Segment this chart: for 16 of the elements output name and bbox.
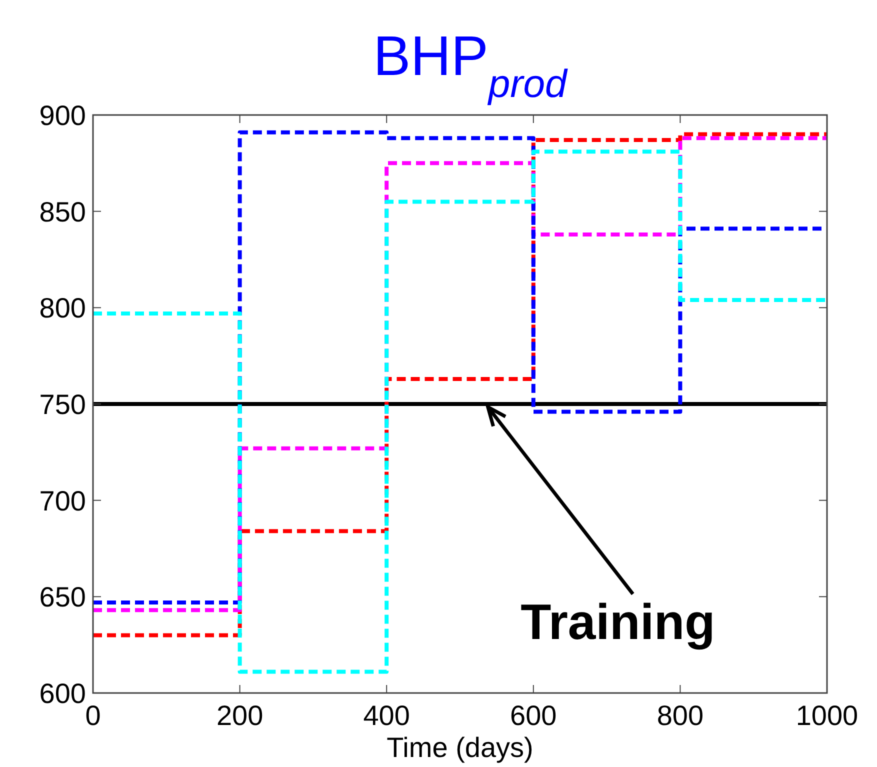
y-tick-label: 900 bbox=[39, 100, 86, 131]
x-tick-label: 800 bbox=[656, 700, 704, 731]
y-tick-label: 800 bbox=[39, 292, 86, 324]
x-axis-title: Time (days) bbox=[386, 732, 534, 763]
y-tick-label: 750 bbox=[39, 389, 86, 420]
annotation: Training bbox=[520, 594, 716, 650]
x-tick-label: 400 bbox=[363, 700, 410, 731]
x-tick-label: 200 bbox=[216, 700, 264, 731]
y-tick-label: 600 bbox=[39, 678, 86, 709]
x-tick-label: 0 bbox=[85, 700, 101, 731]
x-tick-label: 600 bbox=[510, 700, 557, 731]
y-tick-label: 700 bbox=[39, 485, 86, 516]
chart-title: BHP$_{prod}$ bbox=[373, 24, 568, 106]
y-tick-label: 650 bbox=[39, 582, 86, 613]
y-tick-label: 850 bbox=[39, 196, 86, 228]
x-tick-label: 1000 bbox=[796, 700, 858, 731]
